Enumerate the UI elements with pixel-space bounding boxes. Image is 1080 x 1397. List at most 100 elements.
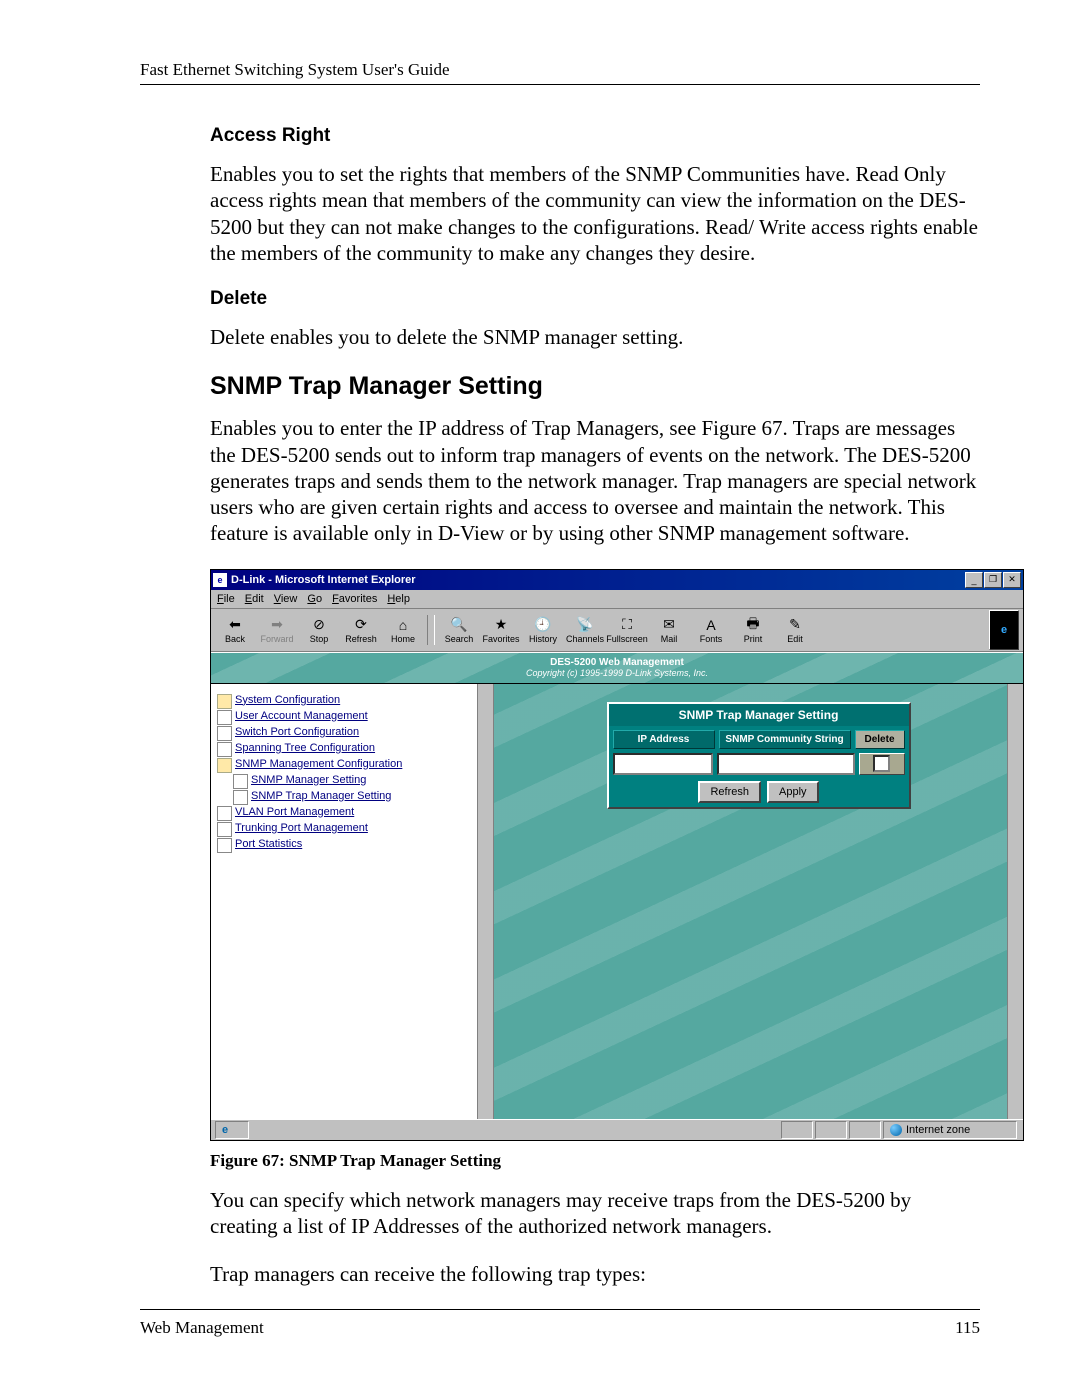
menu-go[interactable]: Go (307, 593, 322, 605)
banner: DES-5200 Web Management Copyright (c) 19… (211, 652, 1023, 684)
banner-title: DES-5200 Web Management (550, 657, 684, 668)
toolbar-label: Stop (310, 634, 329, 644)
content-scrollbar[interactable] (1007, 684, 1023, 1119)
channels-icon: 📡 (576, 616, 594, 634)
delete-body: Delete enables you to delete the SNMP ma… (210, 324, 980, 350)
col-header-ip: IP Address (613, 730, 715, 749)
menu-file[interactable]: File (217, 593, 235, 605)
toolbar-history-button[interactable]: 🕘History (523, 611, 563, 649)
after-para-2: Trap managers can receive the following … (210, 1261, 980, 1287)
tree-link[interactable]: System Configuration (235, 694, 340, 706)
toolbar-back-button[interactable]: ⬅Back (215, 611, 255, 649)
after-para-1: You can specify which network managers m… (210, 1187, 980, 1240)
tree-link[interactable]: SNMP Management Configuration (235, 758, 402, 770)
ip-address-input[interactable] (613, 753, 713, 775)
menu-favorites[interactable]: Favorites (332, 593, 377, 605)
tree-link[interactable]: Switch Port Configuration (235, 726, 359, 738)
toolbar-fonts-button[interactable]: AFonts (691, 611, 731, 649)
toolbar-print-button[interactable]: 🖶Print (733, 611, 773, 649)
toolbar-label: Fonts (700, 634, 723, 644)
close-button[interactable]: ✕ (1003, 572, 1021, 588)
community-string-input[interactable] (717, 753, 855, 775)
history-icon: 🕘 (534, 616, 552, 634)
tree-item: Trunking Port Management (217, 820, 487, 836)
panel-title: SNMP Trap Manager Setting (609, 704, 909, 726)
tree-item: User Account Management (217, 708, 487, 724)
toolbar-search-button[interactable]: 🔍Search (439, 611, 479, 649)
status-cell-1 (781, 1121, 813, 1139)
access-right-body: Enables you to set the rights that membe… (210, 161, 980, 266)
menu-edit[interactable]: Edit (245, 593, 264, 605)
snmp-trap-heading: SNMP Trap Manager Setting (210, 372, 980, 401)
tree-link[interactable]: Spanning Tree Configuration (235, 742, 375, 754)
toolbar-forward-button[interactable]: ➡Forward (257, 611, 297, 649)
stop-icon: ⊘ (310, 616, 328, 634)
toolbar-refresh-button[interactable]: ⟳Refresh (341, 611, 381, 649)
toolbar-channels-button[interactable]: 📡Channels (565, 611, 605, 649)
status-icon-cell: e (215, 1121, 249, 1139)
tree-item: Switch Port Configuration (217, 724, 487, 740)
document-icon (217, 726, 232, 741)
tree-link[interactable]: User Account Management (235, 710, 368, 722)
ie-icon: e (213, 573, 227, 587)
nav-tree-pane: System Configuration User Account Managem… (211, 684, 494, 1119)
refresh-button[interactable]: Refresh (698, 781, 761, 803)
toolbar-home-button[interactable]: ⌂Home (383, 611, 423, 649)
document-icon (233, 790, 248, 805)
toolbar-fullscreen-button[interactable]: ⛶Fullscreen (607, 611, 647, 649)
forward-icon: ➡ (268, 616, 286, 634)
access-right-heading: Access Right (210, 125, 980, 147)
footer-left: Web Management (140, 1318, 264, 1338)
figure-caption: Figure 67: SNMP Trap Manager Setting (210, 1151, 980, 1171)
status-zone: Internet zone (883, 1121, 1017, 1139)
toolbar-label: Search (445, 634, 474, 644)
tree-item: SNMP Manager Setting (217, 772, 487, 788)
toolbar-mail-button[interactable]: ✉Mail (649, 611, 689, 649)
document-icon (233, 774, 248, 789)
folder-icon (217, 758, 232, 773)
col-header-delete: Delete (855, 730, 905, 749)
tree-link[interactable]: Trunking Port Management (235, 822, 368, 834)
fullscreen-icon: ⛶ (618, 616, 636, 634)
tree-link[interactable]: SNMP Trap Manager Setting (251, 790, 391, 802)
apply-button[interactable]: Apply (767, 781, 819, 803)
toolbar-label: Back (225, 634, 245, 644)
toolbar-edit-button[interactable]: ✎Edit (775, 611, 815, 649)
status-zone-text: Internet zone (906, 1124, 970, 1136)
search-icon: 🔍 (450, 616, 468, 634)
fonts-icon: A (702, 616, 720, 634)
tree-item: System Configuration (217, 692, 487, 708)
tree-link[interactable]: SNMP Manager Setting (251, 774, 366, 786)
tree-link[interactable]: Port Statistics (235, 838, 302, 850)
titlebar: e D-Link - Microsoft Internet Explorer _… (211, 570, 1023, 590)
toolbar-label: Favorites (482, 634, 519, 644)
document-icon (217, 806, 232, 821)
footer-rule (140, 1309, 980, 1310)
toolbar-label: Fullscreen (606, 634, 648, 644)
back-icon: ⬅ (226, 616, 244, 634)
delete-checkbox-cell (859, 753, 905, 775)
menubar: File Edit View Go Favorites Help (211, 590, 1023, 609)
footer-right: 115 (955, 1318, 980, 1338)
toolbar-label: History (529, 634, 557, 644)
document-icon (217, 822, 232, 837)
minimize-button[interactable]: _ (965, 572, 983, 588)
toolbar-label: Print (744, 634, 763, 644)
maximize-button[interactable]: ❐ (984, 572, 1002, 588)
tree-item: Port Statistics (217, 836, 487, 852)
delete-checkbox[interactable] (873, 755, 890, 772)
menu-view[interactable]: View (274, 593, 298, 605)
toolbar-stop-button[interactable]: ⊘Stop (299, 611, 339, 649)
status-cell-2 (815, 1121, 847, 1139)
mail-icon: ✉ (660, 616, 678, 634)
tree-item: SNMP Trap Manager Setting (217, 788, 487, 804)
col-header-community: SNMP Community String (719, 730, 851, 749)
menu-help[interactable]: Help (387, 593, 410, 605)
tree-item: VLAN Port Management (217, 804, 487, 820)
page-header: Fast Ethernet Switching System User's Gu… (140, 60, 980, 80)
toolbar-favorites-button[interactable]: ★Favorites (481, 611, 521, 649)
tree-scrollbar[interactable] (477, 684, 493, 1119)
tree-link[interactable]: VLAN Port Management (235, 806, 354, 818)
toolbar-label: Mail (661, 634, 678, 644)
toolbar-label: Channels (566, 634, 604, 644)
